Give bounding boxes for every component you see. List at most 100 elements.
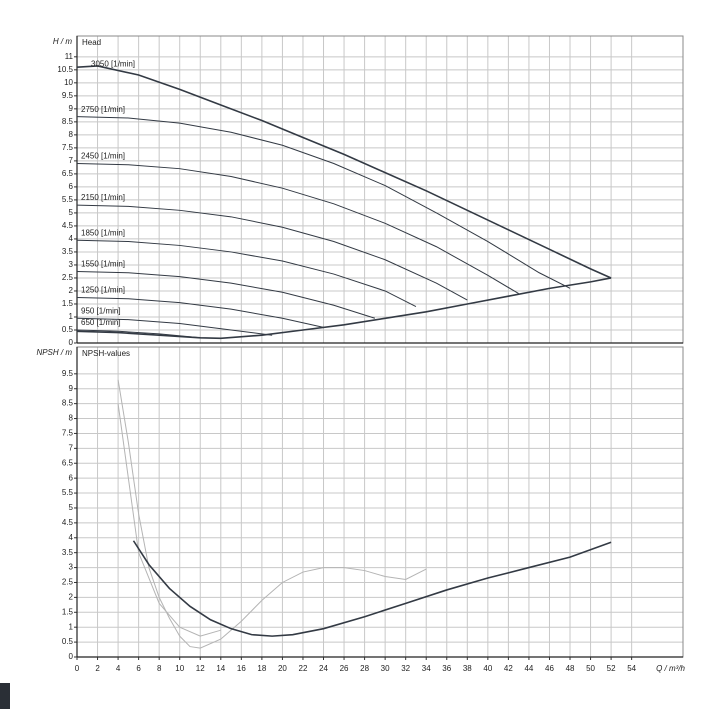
x-tick-label: 44 — [524, 664, 533, 673]
x-tick-label: 26 — [340, 664, 349, 673]
x-tick-label: 28 — [360, 664, 369, 673]
y-tick-label: 9.5 — [62, 369, 74, 378]
x-tick-label: 20 — [278, 664, 287, 673]
curve — [76, 65, 612, 279]
y-tick-label: 6.5 — [62, 458, 74, 467]
y-tick-label: 5 — [69, 208, 74, 217]
y-tick-label: 9.5 — [62, 91, 74, 100]
speed-label: 3050 [1/min] — [91, 59, 135, 68]
curve — [76, 270, 376, 319]
x-tick-label: 6 — [136, 664, 141, 673]
y-tick-label: 1.5 — [62, 607, 74, 616]
y-tick-label: 0 — [69, 652, 74, 661]
y-tick-label: 0.5 — [62, 325, 74, 334]
curve — [76, 204, 468, 301]
x-tick-label: 36 — [442, 664, 451, 673]
x-tick-label: 8 — [157, 664, 162, 673]
curve — [76, 116, 571, 289]
y-axis-label: NPSH / m — [36, 348, 72, 357]
chart-title: Head — [82, 38, 101, 47]
y-tick-label: 1.5 — [62, 299, 74, 308]
y-tick-label: 2 — [69, 286, 74, 295]
y-axis-label: H / m — [53, 37, 72, 46]
x-tick-label: 22 — [299, 664, 308, 673]
x-tick-label: 10 — [175, 664, 184, 673]
curve — [76, 317, 273, 336]
y-tick-label: 5.5 — [62, 195, 74, 204]
x-tick-label: 0 — [75, 664, 80, 673]
corner-block — [0, 683, 10, 709]
y-tick-label: 6.5 — [62, 169, 74, 178]
speed-label: 1250 [1/min] — [81, 286, 125, 295]
y-tick-label: 2 — [69, 592, 74, 601]
y-tick-label: 8 — [69, 130, 74, 139]
y-tick-label: 3 — [69, 260, 74, 269]
curve — [76, 162, 519, 294]
speed-label: 650 [1/min] — [81, 318, 121, 327]
x-tick-label: 14 — [216, 664, 225, 673]
y-tick-label: 4 — [69, 533, 74, 542]
y-tick-label: 5.5 — [62, 488, 74, 497]
y-tick-label: 8 — [69, 414, 74, 423]
y-tick-label: 7.5 — [62, 143, 74, 152]
y-tick-label: 0 — [69, 338, 74, 347]
x-tick-label: 30 — [381, 664, 390, 673]
speed-label: 1850 [1/min] — [81, 228, 125, 237]
y-tick-label: 3.5 — [62, 548, 74, 557]
curve — [76, 239, 417, 308]
x-tick-label: 40 — [483, 664, 492, 673]
x-axis-label: Q / m³/h — [656, 664, 685, 673]
y-tick-label: 3.5 — [62, 247, 74, 256]
y-tick-label: 7 — [69, 156, 74, 165]
plot-frame — [76, 35, 684, 344]
x-tick-label: 32 — [401, 664, 410, 673]
y-tick-label: 1 — [69, 312, 74, 321]
x-tick-label: 18 — [257, 664, 266, 673]
y-tick-label: 2.5 — [62, 273, 74, 282]
y-tick-label: 8.5 — [62, 399, 74, 408]
x-tick-label: 48 — [566, 664, 575, 673]
x-tick-label: 4 — [116, 664, 121, 673]
x-tick-label: 16 — [237, 664, 246, 673]
y-tick-label: 6 — [69, 182, 74, 191]
y-tick-label: 11 — [65, 52, 74, 61]
y-tick-label: 1 — [69, 622, 74, 631]
y-tick-label: 4.5 — [62, 518, 74, 527]
y-tick-label: 9 — [69, 104, 74, 113]
speed-label: 2150 [1/min] — [81, 193, 125, 202]
speed-label: 1550 [1/min] — [81, 260, 125, 269]
y-tick-label: 9 — [69, 384, 74, 393]
x-tick-label: 50 — [586, 664, 595, 673]
x-tick-label: 2 — [95, 664, 100, 673]
x-tick-label: 24 — [319, 664, 328, 673]
x-tick-label: 34 — [422, 664, 431, 673]
y-tick-label: 6 — [69, 473, 74, 482]
curve — [76, 277, 612, 340]
curve — [117, 379, 427, 649]
y-tick-label: 10 — [64, 78, 73, 87]
y-tick-label: 8.5 — [62, 117, 74, 126]
chart-title: NPSH-values — [82, 349, 130, 358]
y-tick-label: 0.5 — [62, 637, 74, 646]
y-tick-label: 2.5 — [62, 578, 74, 587]
x-tick-label: 52 — [607, 664, 616, 673]
speed-label: 2450 [1/min] — [81, 152, 125, 161]
x-tick-label: 42 — [504, 664, 513, 673]
x-tick-label: 38 — [463, 664, 472, 673]
curve — [117, 403, 221, 637]
y-tick-label: 4 — [69, 234, 74, 243]
y-tick-label: 5 — [69, 503, 74, 512]
y-tick-label: 7 — [69, 443, 74, 452]
x-tick-label: 46 — [545, 664, 554, 673]
y-tick-label: 10.5 — [57, 65, 73, 74]
x-tick-label: 12 — [196, 664, 205, 673]
curve — [132, 540, 612, 637]
speed-label: 950 [1/min] — [81, 306, 121, 315]
y-tick-label: 3 — [69, 563, 74, 572]
x-tick-label: 54 — [627, 664, 636, 673]
y-tick-label: 4.5 — [62, 221, 74, 230]
y-tick-label: 7.5 — [62, 429, 74, 438]
plot-frame — [76, 346, 684, 658]
speed-label: 2750 [1/min] — [81, 105, 125, 114]
